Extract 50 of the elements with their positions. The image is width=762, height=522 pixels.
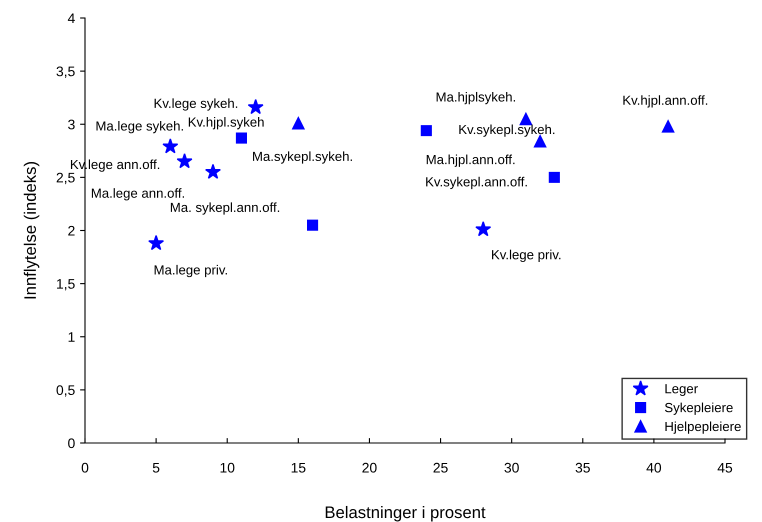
y-tick-label: 2 [68,226,75,236]
y-axis-title: Innflytelse (indeks) [24,162,40,298]
annotation: Ma.lege ann.off. [92,188,184,200]
x-tick-label: 20 [362,462,377,473]
annotation: Kv.sykepl.ann.off. [426,176,527,190]
point [248,98,264,114]
x-tick-label: 25 [434,462,448,473]
annotation: Kv.lege priv. [492,250,560,262]
annotation: Kv.sykepl.sykeh. [459,124,554,137]
x-tick-label: 0 [82,462,88,473]
x-tick-label: 45 [718,462,732,473]
point [420,125,432,136]
legend-label: Leger [665,384,698,396]
annotation: Kv.lege sykeh. [154,98,238,111]
y-tick-label: 3 [68,120,75,130]
annotation: Ma. sykepl.ann.off. [170,202,280,215]
point [162,138,178,154]
annotation: Ma.sykepl.sykeh. [253,151,352,164]
annotation: Kv.hjpl.ann.off. [623,95,708,108]
y-tick-label: 3,5 [56,66,75,78]
point [236,132,247,144]
point [475,221,492,236]
point [176,153,193,168]
x-tick-label: 40 [646,462,662,473]
y-tick-label: 2,5 [56,172,75,184]
annotation: Kv.hjpl.sykeh [188,117,264,130]
point [307,220,318,231]
legend-label: Sykepleiere [664,402,733,415]
annotation: Ma.lege priv. [154,264,227,278]
point [662,120,674,133]
annotation: Ma.hjpl.ann.off. [426,154,514,167]
annotation: Ma.hjplsykeh. [436,92,516,104]
point [548,172,560,183]
point [292,116,305,130]
point [520,112,532,126]
y-tick-label: 0 [68,438,75,448]
y-tick-label: 4 [68,13,75,24]
point [148,234,164,250]
point [205,164,221,179]
legend-label: Hjelpepleiere [665,421,741,434]
x-tick-label: 30 [504,462,519,473]
y-tick-label: 1,5 [57,279,75,290]
annotation: Ma.lege sykeh. [96,120,183,134]
y-tick-label: 1 [68,332,75,342]
x-tick-label: 10 [220,462,234,473]
y-tick-label: 0,5 [56,385,75,397]
x-tick-label: 35 [576,462,590,473]
x-axis-title: Belastninger i prosent [326,506,486,522]
x-tick-label: 5 [152,462,160,473]
x-tick-label: 15 [292,462,306,473]
